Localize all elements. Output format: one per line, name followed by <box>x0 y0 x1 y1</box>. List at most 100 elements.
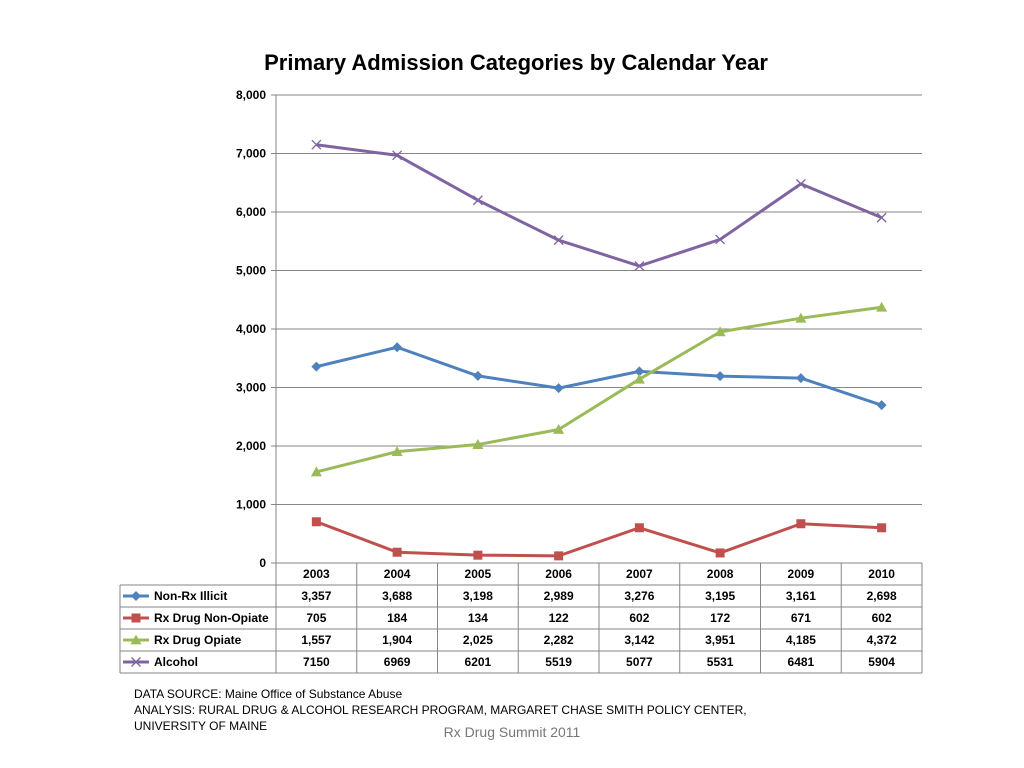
data-point-stroke <box>392 150 403 161</box>
y-tick-label: 4,000 <box>236 322 266 336</box>
data-table: 2003 2004 2005 2006 2007 2008 2009 2010 Non-Rx I… <box>119 562 923 674</box>
y-tick-label: 7,000 <box>236 147 266 161</box>
series-line <box>315 520 882 558</box>
data-point <box>553 235 564 246</box>
table-cell: 134 <box>468 611 488 625</box>
analysis-note: ANALYSIS: RURAL DRUG & ALCOHOL RESEARCH … <box>134 703 747 733</box>
table-cell: 184 <box>387 611 407 625</box>
data-point-stroke <box>131 657 141 667</box>
series-line <box>316 345 883 407</box>
data-point <box>795 373 806 384</box>
series-non-rx-illicit <box>311 342 887 411</box>
y-tick-label: 5,000 <box>236 264 266 278</box>
table-cell: 122 <box>549 611 569 625</box>
table-cell: 602 <box>629 611 649 625</box>
y-tick-label: 6,000 <box>236 205 266 219</box>
data-point <box>131 613 141 623</box>
table-cell: 5077 <box>626 655 653 669</box>
slide-footer: Rx Drug Summit 2011 <box>443 724 581 740</box>
data-point <box>634 366 645 377</box>
table-cell: 7150 <box>303 655 330 669</box>
data-point <box>876 212 887 223</box>
table-cell: 3,195 <box>705 589 735 603</box>
x-tick-label: 2003 <box>303 567 330 581</box>
data-point-stroke <box>795 178 806 189</box>
data-point <box>392 547 402 557</box>
data-point <box>472 370 483 381</box>
table-cell: 705 <box>306 611 326 625</box>
data-point <box>131 591 141 601</box>
legend-key <box>123 657 149 667</box>
data-point-stroke <box>715 234 726 245</box>
data-point <box>472 195 483 206</box>
y-tick-label: 0 <box>259 556 266 570</box>
data-point <box>473 550 483 560</box>
table-cell: 4,372 <box>867 633 897 647</box>
data-source-note: DATA SOURCE: Maine Office of Substance A… <box>134 687 403 701</box>
legend-label: Non-Rx Illicit <box>154 589 227 603</box>
gridlines <box>271 94 922 564</box>
data-point <box>876 301 888 312</box>
x-tick-label: 2010 <box>868 567 895 581</box>
table-cell: 1,904 <box>382 633 412 647</box>
legend-key <box>123 613 149 623</box>
data-point <box>311 361 322 372</box>
data-point <box>877 523 887 533</box>
table-cell: 3,142 <box>624 633 654 647</box>
x-tick-label: 2006 <box>545 567 572 581</box>
table-cell: 4,185 <box>786 633 816 647</box>
data-point <box>310 466 322 477</box>
data-point-stroke <box>472 195 483 206</box>
y-tick-label: 1,000 <box>236 498 266 512</box>
data-point <box>553 383 564 394</box>
y-tick-label: 3,000 <box>236 381 266 395</box>
y-tick-label: 2,000 <box>236 439 266 453</box>
data-point <box>391 446 403 457</box>
table-cell: 602 <box>872 611 892 625</box>
series-line <box>316 305 882 474</box>
table-cell: 671 <box>791 611 811 625</box>
legend-label: Rx Drug Opiate <box>154 633 242 647</box>
data-point <box>130 634 142 645</box>
chart: Primary Admission Categories by Calendar… <box>119 50 923 674</box>
y-tick-label: 8,000 <box>236 88 266 102</box>
series-line <box>316 143 883 268</box>
data-point <box>715 234 726 245</box>
table-cell: 6481 <box>788 655 815 669</box>
table-cell: 3,161 <box>786 589 816 603</box>
table-cell: 2,025 <box>463 633 493 647</box>
data-point <box>554 551 564 561</box>
data-point <box>715 548 725 558</box>
x-tick-label: 2007 <box>626 567 653 581</box>
series-alcohol <box>311 139 887 271</box>
data-point <box>795 312 807 323</box>
table-cell: 172 <box>710 611 730 625</box>
data-point <box>634 261 645 271</box>
legend-label: Alcohol <box>154 655 198 669</box>
data-point <box>553 424 565 434</box>
table-cell: 5904 <box>868 655 895 669</box>
data-point <box>795 178 806 189</box>
table-cell: 3,688 <box>382 589 412 603</box>
data-point <box>714 326 726 337</box>
data-point <box>715 371 726 382</box>
legend-label: Rx Drug Non-Opiate <box>154 611 269 625</box>
data-point <box>392 150 403 161</box>
table-cell: 1,557 <box>301 633 331 647</box>
table-cell: 5519 <box>545 655 572 669</box>
table-cell: 3,198 <box>463 589 493 603</box>
series-rx-drug-opiate <box>310 301 888 477</box>
table-cell: 6969 <box>384 655 411 669</box>
table-cell: 3,276 <box>624 589 654 603</box>
table-cell: 2,282 <box>544 633 574 647</box>
data-point-stroke <box>876 212 887 223</box>
chart-title: Primary Admission Categories by Calendar… <box>264 50 768 75</box>
data-point <box>392 342 403 353</box>
y-axis-ticks: 0 1,000 2,000 3,000 4,000 5,000 6,000 7,000 8,00… <box>236 88 266 570</box>
table-cell: 6201 <box>465 655 492 669</box>
table-cell: 5531 <box>707 655 734 669</box>
data-point <box>633 373 645 384</box>
series-lines <box>310 139 888 561</box>
series-rx-drug-non-opiate <box>311 517 887 561</box>
table-cell: 3,951 <box>705 633 735 647</box>
